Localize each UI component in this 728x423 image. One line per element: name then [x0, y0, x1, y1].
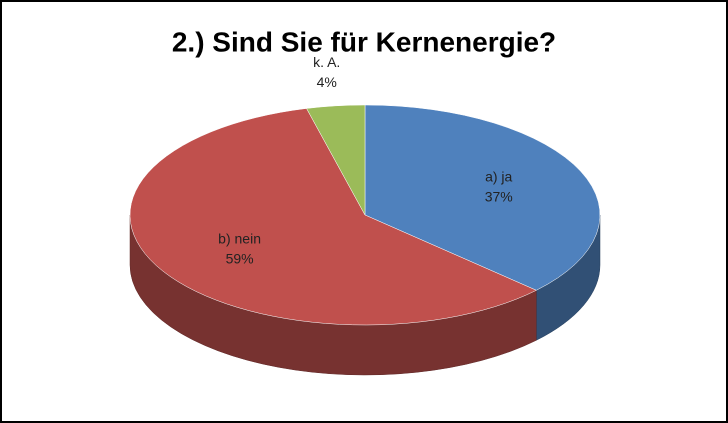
slice-label: b) nein	[218, 230, 261, 246]
slice-value-label: 37%	[485, 189, 513, 205]
slice-value-label: 4%	[317, 74, 337, 90]
slice	[364, 104, 601, 291]
slice	[129, 108, 537, 326]
slice-value-label: 59%	[226, 250, 254, 266]
slice	[306, 104, 366, 216]
slice-label: a) ja	[485, 169, 512, 185]
slice-label: k. A.	[313, 54, 340, 70]
chart-title: 2.) Sind Sie für Kernenergie?	[172, 26, 556, 57]
